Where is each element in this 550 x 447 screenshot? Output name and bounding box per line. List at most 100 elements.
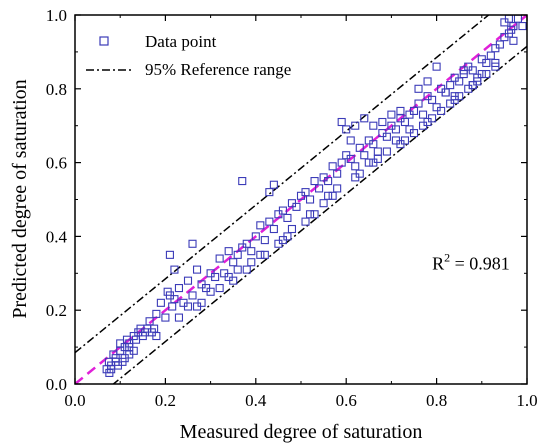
data-point xyxy=(351,173,360,182)
data-point xyxy=(405,110,414,119)
data-point xyxy=(260,236,269,245)
data-point xyxy=(409,129,419,138)
data-point xyxy=(269,224,278,234)
data-point xyxy=(287,224,297,234)
data-point xyxy=(278,206,287,215)
data-point xyxy=(446,99,455,108)
x-tick-label: 1.0 xyxy=(516,391,537,410)
data-point xyxy=(229,258,238,267)
data-point xyxy=(265,188,274,197)
axis-ticks: 0.0 0.2 0.4 0.6 0.8 1.0 0.0 0.2 0.4 0.6 0.8 1.0 xyxy=(46,6,538,410)
data-point xyxy=(468,66,477,75)
data-point xyxy=(382,132,391,141)
data-point xyxy=(446,81,455,90)
data-point xyxy=(387,110,396,119)
data-point xyxy=(495,40,504,49)
data-point xyxy=(233,265,242,274)
data-point xyxy=(328,162,337,171)
data-point xyxy=(319,199,328,208)
data-point xyxy=(156,298,165,307)
data-point xyxy=(509,36,518,45)
data-point xyxy=(324,177,333,186)
data-point xyxy=(324,191,333,200)
reference-range-lines xyxy=(75,15,527,384)
legend-label-reference-range: 95% Reference range xyxy=(145,60,291,79)
data-point xyxy=(206,287,215,296)
data-point xyxy=(432,62,441,71)
data-point xyxy=(265,217,274,226)
data-point xyxy=(378,117,387,127)
data-point xyxy=(238,177,247,186)
data-point xyxy=(486,51,495,60)
data-point xyxy=(183,276,193,285)
data-point xyxy=(197,298,206,307)
data-point xyxy=(310,210,319,219)
data-point xyxy=(364,158,373,167)
data-point xyxy=(269,180,278,189)
y-tick-label: 0.8 xyxy=(46,80,67,99)
data-point xyxy=(369,140,378,149)
data-point xyxy=(170,265,179,274)
data-point xyxy=(247,247,256,256)
data-point xyxy=(455,92,464,101)
data-point xyxy=(328,191,337,200)
data-point xyxy=(305,195,315,204)
data-point xyxy=(414,99,423,108)
data-point xyxy=(396,140,405,149)
data-point xyxy=(396,106,405,115)
data-point xyxy=(360,114,369,123)
data-point xyxy=(477,69,486,79)
reference-line-upper xyxy=(75,15,490,354)
r-squared-letter: R xyxy=(432,254,444,274)
data-point xyxy=(351,121,360,130)
y-tick-label: 0.4 xyxy=(46,227,68,246)
data-point xyxy=(183,302,193,311)
data-point xyxy=(437,106,446,115)
data-point xyxy=(315,184,324,193)
data-point xyxy=(131,335,141,344)
data-point xyxy=(152,331,161,341)
data-point xyxy=(450,92,459,101)
x-tick-label: 0.8 xyxy=(426,391,447,410)
data-point xyxy=(260,250,269,259)
data-point xyxy=(351,162,360,171)
data-point xyxy=(482,69,491,79)
data-point xyxy=(242,239,251,248)
data-point xyxy=(391,125,400,134)
data-point xyxy=(509,22,518,31)
data-point xyxy=(428,95,437,104)
y-tick-label: 0.6 xyxy=(46,154,67,173)
data-point xyxy=(247,258,256,267)
data-point xyxy=(256,221,265,230)
data-point xyxy=(369,121,378,130)
data-point xyxy=(337,158,346,167)
data-point xyxy=(278,236,287,245)
data-point xyxy=(342,125,351,134)
r-squared-annotation: R2 = 0.981 xyxy=(432,251,510,274)
data-point xyxy=(301,217,310,226)
data-point xyxy=(400,117,410,127)
data-point xyxy=(174,284,184,293)
y-tick-label: 0.0 xyxy=(46,375,67,394)
reference-line-lower xyxy=(112,45,527,384)
r-squared-superscript: 2 xyxy=(444,251,450,265)
y-tick-label: 0.2 xyxy=(46,301,67,320)
data-point xyxy=(441,88,450,97)
data-point xyxy=(211,272,220,282)
data-point xyxy=(382,147,391,156)
data-point xyxy=(423,117,432,127)
data-point xyxy=(111,357,120,366)
data-point xyxy=(215,284,224,293)
data-point xyxy=(229,276,238,285)
data-point xyxy=(224,247,233,256)
data-point xyxy=(459,66,468,75)
data-point xyxy=(346,154,355,163)
data-point xyxy=(168,302,177,311)
data-point xyxy=(513,14,523,23)
data-point xyxy=(360,151,369,160)
data-point xyxy=(468,81,477,90)
x-axis-title: Measured degree of saturation xyxy=(180,421,423,443)
data-point xyxy=(188,291,197,300)
